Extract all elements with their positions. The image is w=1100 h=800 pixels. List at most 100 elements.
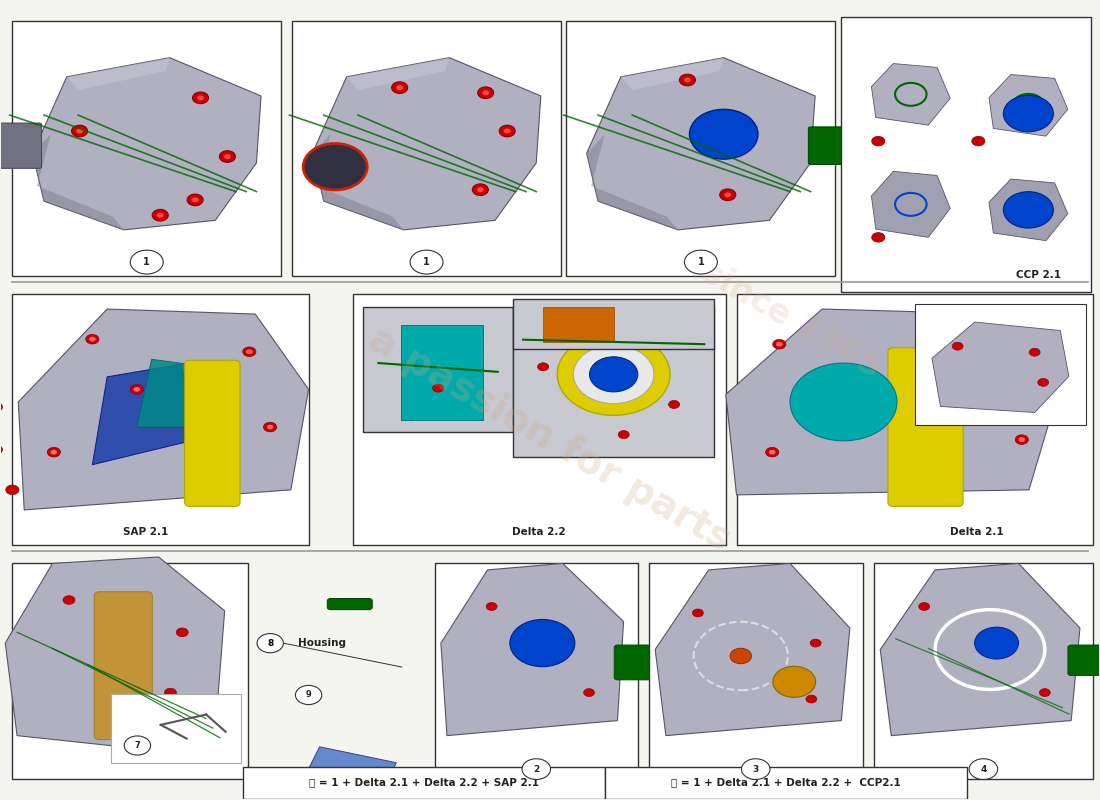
- Text: SAP 2.1: SAP 2.1: [123, 527, 168, 537]
- FancyBboxPatch shape: [605, 766, 967, 798]
- Circle shape: [573, 345, 653, 404]
- Circle shape: [1015, 435, 1028, 445]
- Polygon shape: [298, 746, 396, 800]
- Polygon shape: [312, 134, 404, 230]
- Circle shape: [246, 350, 253, 354]
- Circle shape: [1008, 357, 1014, 362]
- Polygon shape: [656, 563, 850, 736]
- Text: since 1965: since 1965: [695, 255, 887, 385]
- Circle shape: [766, 447, 779, 457]
- Circle shape: [1003, 95, 1054, 132]
- Polygon shape: [92, 364, 196, 465]
- Text: Delta 2.1: Delta 2.1: [950, 527, 1004, 537]
- Circle shape: [773, 666, 815, 698]
- Circle shape: [522, 758, 550, 779]
- Circle shape: [730, 648, 751, 664]
- Polygon shape: [586, 134, 678, 230]
- Circle shape: [267, 425, 274, 430]
- FancyBboxPatch shape: [434, 563, 638, 778]
- Polygon shape: [932, 322, 1069, 413]
- Text: 9: 9: [306, 690, 311, 699]
- FancyBboxPatch shape: [566, 22, 835, 277]
- FancyBboxPatch shape: [328, 598, 372, 610]
- Circle shape: [499, 126, 515, 137]
- Circle shape: [130, 385, 143, 394]
- Circle shape: [684, 250, 717, 274]
- Circle shape: [871, 233, 884, 242]
- Text: 4: 4: [980, 765, 987, 774]
- Polygon shape: [620, 58, 724, 90]
- Circle shape: [304, 143, 367, 190]
- Circle shape: [396, 85, 403, 90]
- Circle shape: [76, 129, 82, 134]
- Polygon shape: [726, 309, 1057, 495]
- Text: 8: 8: [267, 638, 273, 648]
- Circle shape: [1019, 438, 1025, 442]
- Circle shape: [724, 192, 732, 198]
- Circle shape: [538, 363, 549, 370]
- FancyBboxPatch shape: [873, 563, 1093, 778]
- FancyBboxPatch shape: [543, 306, 614, 342]
- Circle shape: [953, 342, 964, 350]
- Circle shape: [0, 445, 2, 454]
- Circle shape: [1004, 354, 1018, 364]
- Text: 3: 3: [752, 765, 759, 774]
- FancyBboxPatch shape: [352, 294, 726, 545]
- Circle shape: [969, 758, 998, 779]
- Circle shape: [133, 387, 140, 392]
- FancyBboxPatch shape: [243, 766, 605, 798]
- Circle shape: [0, 402, 2, 412]
- Circle shape: [719, 189, 736, 201]
- FancyBboxPatch shape: [513, 299, 714, 350]
- Polygon shape: [6, 557, 224, 750]
- Circle shape: [51, 450, 57, 454]
- Text: Delta 2.2: Delta 2.2: [513, 527, 565, 537]
- FancyBboxPatch shape: [12, 563, 249, 778]
- Polygon shape: [19, 309, 309, 510]
- Circle shape: [197, 95, 204, 100]
- FancyBboxPatch shape: [808, 127, 858, 165]
- FancyBboxPatch shape: [293, 22, 561, 277]
- Circle shape: [124, 736, 151, 755]
- FancyBboxPatch shape: [111, 694, 241, 762]
- Circle shape: [157, 213, 164, 218]
- Text: 1: 1: [424, 257, 430, 267]
- Polygon shape: [441, 563, 624, 736]
- Circle shape: [392, 82, 408, 94]
- Polygon shape: [312, 58, 541, 230]
- Circle shape: [477, 187, 484, 192]
- FancyBboxPatch shape: [12, 294, 309, 545]
- Polygon shape: [871, 63, 950, 125]
- Polygon shape: [989, 74, 1068, 136]
- Circle shape: [63, 596, 75, 605]
- Circle shape: [1003, 192, 1054, 228]
- Circle shape: [510, 619, 575, 666]
- Circle shape: [811, 639, 821, 647]
- Circle shape: [219, 150, 235, 162]
- Text: ⓥ = 1 + Delta 2.1 + Delta 2.2 +  CCP2.1: ⓥ = 1 + Delta 2.1 + Delta 2.2 + CCP2.1: [671, 778, 901, 788]
- Circle shape: [918, 602, 930, 610]
- Circle shape: [187, 194, 204, 206]
- FancyBboxPatch shape: [185, 360, 240, 506]
- FancyBboxPatch shape: [915, 304, 1086, 425]
- Circle shape: [690, 110, 758, 159]
- Circle shape: [776, 342, 782, 346]
- Circle shape: [257, 634, 284, 653]
- Circle shape: [432, 384, 443, 392]
- Circle shape: [790, 363, 896, 441]
- Circle shape: [584, 689, 594, 697]
- Circle shape: [482, 90, 490, 95]
- FancyBboxPatch shape: [840, 18, 1091, 292]
- Circle shape: [590, 357, 638, 392]
- Circle shape: [1030, 348, 1041, 356]
- Circle shape: [680, 74, 695, 86]
- Polygon shape: [33, 58, 261, 230]
- Text: Housing: Housing: [298, 638, 345, 648]
- Circle shape: [769, 450, 776, 454]
- Polygon shape: [880, 563, 1080, 736]
- Circle shape: [1040, 689, 1050, 697]
- Circle shape: [410, 250, 443, 274]
- Circle shape: [72, 126, 88, 137]
- Circle shape: [669, 401, 680, 409]
- Text: 1: 1: [697, 257, 704, 267]
